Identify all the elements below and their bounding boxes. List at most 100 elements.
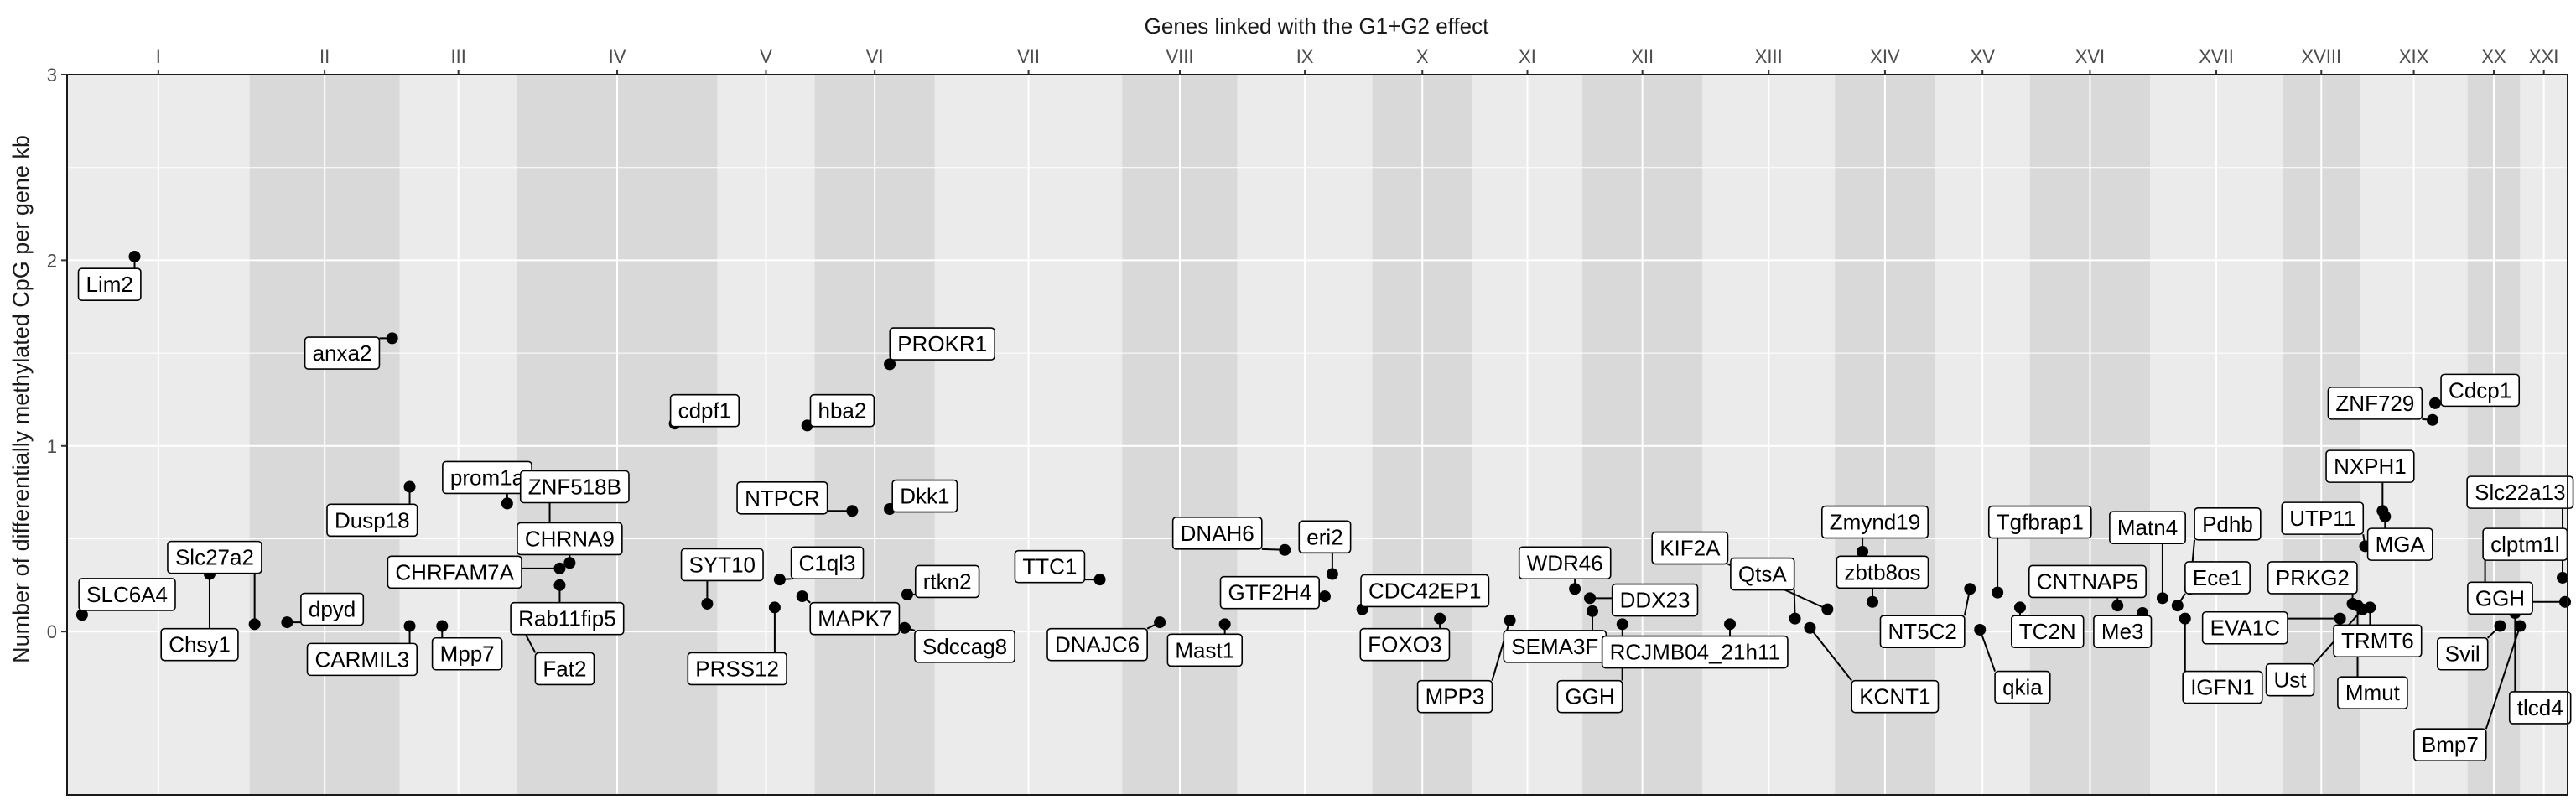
gene-point	[1789, 612, 1801, 625]
gene-label-text: FOXO3	[1368, 632, 1441, 657]
gene-label: Chsy1	[160, 627, 239, 662]
gene-label: IGFN1	[2182, 670, 2263, 704]
gene-label-text: anxa2	[313, 340, 372, 366]
gene-label-box	[889, 327, 995, 361]
chromosome-tick-label: IV	[609, 46, 626, 67]
gene-label-box	[2437, 636, 2489, 671]
plot-border	[66, 74, 2568, 796]
gene-label: Mast1	[1166, 633, 1244, 667]
gene-label-box	[1556, 679, 1623, 714]
gene-label-box	[1836, 555, 1929, 589]
gene-point	[403, 620, 416, 632]
gene-label-box	[2467, 581, 2533, 615]
gene-label-text: Sdccag8	[922, 634, 1007, 659]
gene-label: PRSS12	[687, 652, 787, 686]
gene-point	[2171, 600, 2184, 612]
chromosome-tick-label: XVI	[2075, 46, 2105, 67]
y-tick-label: 0	[47, 621, 57, 642]
gene-label-text: dpyd	[309, 597, 356, 622]
gene-point	[1857, 545, 1869, 558]
gene-label-text: MPP3	[1426, 684, 1485, 709]
gene-point	[1867, 595, 1879, 608]
gene-point	[2351, 600, 2364, 612]
gene-label: CHRNA9	[517, 522, 623, 556]
gene-label: QtsA	[1730, 557, 1795, 591]
chromosome-tick-label: XIX	[2399, 46, 2429, 67]
gene-label: rtkn2	[914, 564, 980, 599]
gene-label-box	[1014, 549, 1086, 584]
gene-point	[1279, 543, 1291, 556]
gene-label: Mmut	[2337, 676, 2408, 710]
gene-label-text: MAPK7	[818, 606, 891, 631]
y-tick-label: 3	[47, 65, 57, 86]
gene-label-box	[1416, 679, 1493, 714]
gene-label-text: PROKR1	[897, 331, 987, 356]
chromosome-tick-label: XI	[1519, 46, 1536, 67]
gene-label-box	[160, 627, 239, 662]
gene-label: prom1a	[442, 460, 532, 495]
gene-label: FOXO3	[1359, 627, 1451, 662]
gene-point	[75, 609, 88, 621]
gene-label: NTPCR	[736, 480, 828, 515]
gene-point	[796, 590, 808, 603]
gene-label-text: IGFN1	[2190, 675, 2255, 700]
gene-label: WDR46	[1518, 546, 1612, 580]
gene-label-text: tlcd4	[2517, 695, 2563, 720]
gene-label-text: PRSS12	[695, 656, 779, 681]
gene-label-box	[1851, 679, 1940, 714]
gene-label-box	[736, 480, 828, 515]
gene-label-box	[1166, 633, 1244, 667]
gene-label-box	[1879, 615, 1966, 648]
gene-label-box	[2327, 387, 2423, 420]
y-axis-label: Number of differentially methylated CpG …	[8, 135, 34, 663]
gene-label-box	[2440, 373, 2521, 408]
gene-label-box	[2028, 564, 2147, 599]
gene-point	[2426, 413, 2438, 426]
gene-label-box	[304, 336, 381, 370]
gene-label: Zmynd19	[1820, 505, 1929, 539]
chromosome-tick-label: XII	[1631, 46, 1654, 67]
gene-label: Lim2	[77, 267, 142, 301]
gene-label-box	[914, 564, 980, 599]
gene-label-text: Svil	[2445, 641, 2480, 667]
gene-label: Ece1	[2184, 561, 2251, 595]
gene-label-box	[387, 555, 522, 589]
gene-label-box	[2184, 561, 2251, 595]
gene-label-text: NXPH1	[2334, 454, 2407, 479]
gene-label-text: Lim2	[86, 272, 133, 297]
gene-label-text: MGA	[2376, 532, 2426, 557]
gene-label-text: ZNF729	[2335, 391, 2414, 416]
gene-label-text: DNAH6	[1181, 521, 1254, 546]
gene-label-text: Mpp7	[440, 641, 495, 667]
gene-label-box	[891, 479, 958, 513]
gene-label-text: WDR46	[1527, 550, 1603, 575]
gene-point	[1218, 618, 1231, 631]
gene-label-box	[2201, 610, 2288, 645]
gene-label: PROKR1	[889, 327, 995, 361]
gene-label-text: DDX23	[1620, 588, 1690, 613]
gene-point	[403, 480, 416, 493]
gene-label-text: EVA1C	[2210, 615, 2280, 641]
gene-label: Cdcp1	[2440, 373, 2521, 408]
data-points	[75, 250, 2572, 636]
gene-label-text: CARMIL3	[315, 647, 410, 672]
gene-label-text: eri2	[1306, 524, 1343, 549]
gene-label-text: Mmut	[2345, 680, 2401, 705]
gene-label: Bmp7	[2413, 728, 2487, 762]
gene-label-box	[1046, 627, 1148, 662]
gene-point	[2428, 397, 2441, 409]
gene-label-text: Cdcp1	[2449, 377, 2511, 402]
gene-label-text: NT5C2	[1888, 619, 1956, 644]
gene-label: CNTNAP5	[2028, 564, 2147, 599]
chromosome-tick-label: V	[760, 46, 772, 67]
gene-point	[1093, 574, 1106, 586]
gene-label: SLC6A4	[78, 578, 176, 611]
gene-label: Dusp18	[326, 503, 418, 538]
gene-label-text: Chsy1	[169, 632, 231, 657]
gene-label-box	[2333, 624, 2423, 658]
gene-label: Slc27a2	[167, 540, 262, 574]
gene-label-box	[78, 578, 176, 611]
gene-point	[1434, 612, 1446, 625]
gene-point	[553, 562, 566, 574]
gene-label-box	[300, 592, 365, 626]
